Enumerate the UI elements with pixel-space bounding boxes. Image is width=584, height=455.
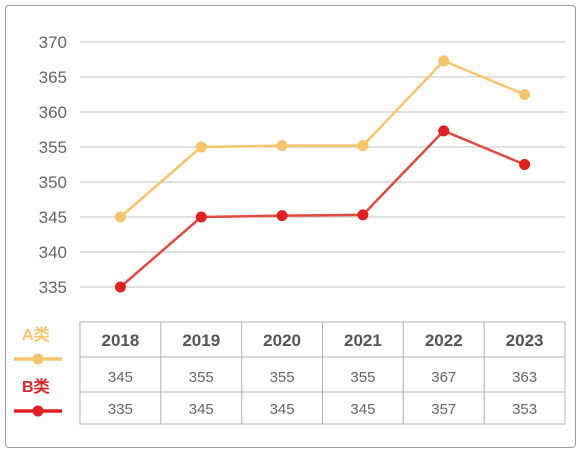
y-tick-label: 355: [39, 138, 67, 157]
data-point-b: [195, 211, 207, 223]
data-label: 355: [189, 369, 214, 386]
data-label: 367: [431, 369, 456, 386]
data-point-a: [438, 55, 450, 67]
data-point-b: [519, 159, 531, 170]
data-table: 2018 2019 2020 2021 2022 2023 345 355 355 355 367 3…: [79, 321, 566, 425]
data-label: 345: [350, 401, 375, 418]
x-tick-label: 2018: [102, 331, 140, 350]
x-tick-label: 2022: [425, 331, 463, 350]
data-label: 345: [189, 401, 214, 418]
y-tick-label: 345: [39, 208, 67, 227]
grid-lines: [80, 41, 565, 288]
data-point-b: [357, 209, 369, 221]
y-tick-label: 335: [39, 278, 67, 297]
legend-point-marker: [32, 353, 44, 365]
data-point-a: [357, 140, 369, 152]
series-line-a: [119, 59, 526, 218]
legend-label: A类: [22, 325, 51, 344]
chart-frame: [5, 5, 576, 448]
data-label: 355: [350, 369, 375, 386]
data-point-a: [195, 141, 207, 153]
data-label: 357: [431, 401, 456, 418]
x-tick-label: 2023: [506, 331, 544, 350]
data-point-a: [276, 140, 288, 152]
data-label: 335: [108, 401, 133, 418]
data-point-a: [519, 89, 531, 100]
data-label: 353: [512, 401, 537, 418]
data-point-b: [438, 125, 450, 137]
legend-point-marker: [32, 405, 44, 417]
series-group: [114, 55, 531, 293]
y-tick-label: 350: [39, 173, 67, 192]
x-tick-label: 2020: [263, 331, 301, 350]
data-point-a: [114, 211, 126, 223]
y-tick-label: 360: [39, 103, 67, 122]
x-tick-label: 2021: [344, 331, 382, 350]
y-axis-ticks: 335 340 345 350 355 360 365 370: [39, 33, 67, 297]
x-tick-label: 2019: [182, 331, 220, 350]
y-tick-label: 340: [39, 243, 67, 262]
legend: A类 B类: [14, 325, 62, 417]
data-label: 345: [270, 401, 295, 418]
data-label: 355: [270, 369, 295, 386]
y-tick-label: 365: [39, 68, 67, 87]
y-tick-label: 370: [39, 33, 67, 52]
series-line-b: [119, 129, 526, 288]
data-point-b: [114, 281, 126, 293]
legend-label: B类: [22, 377, 51, 396]
data-label: 345: [108, 369, 133, 386]
data-point-b: [276, 210, 288, 222]
data-label: 363: [512, 369, 537, 386]
